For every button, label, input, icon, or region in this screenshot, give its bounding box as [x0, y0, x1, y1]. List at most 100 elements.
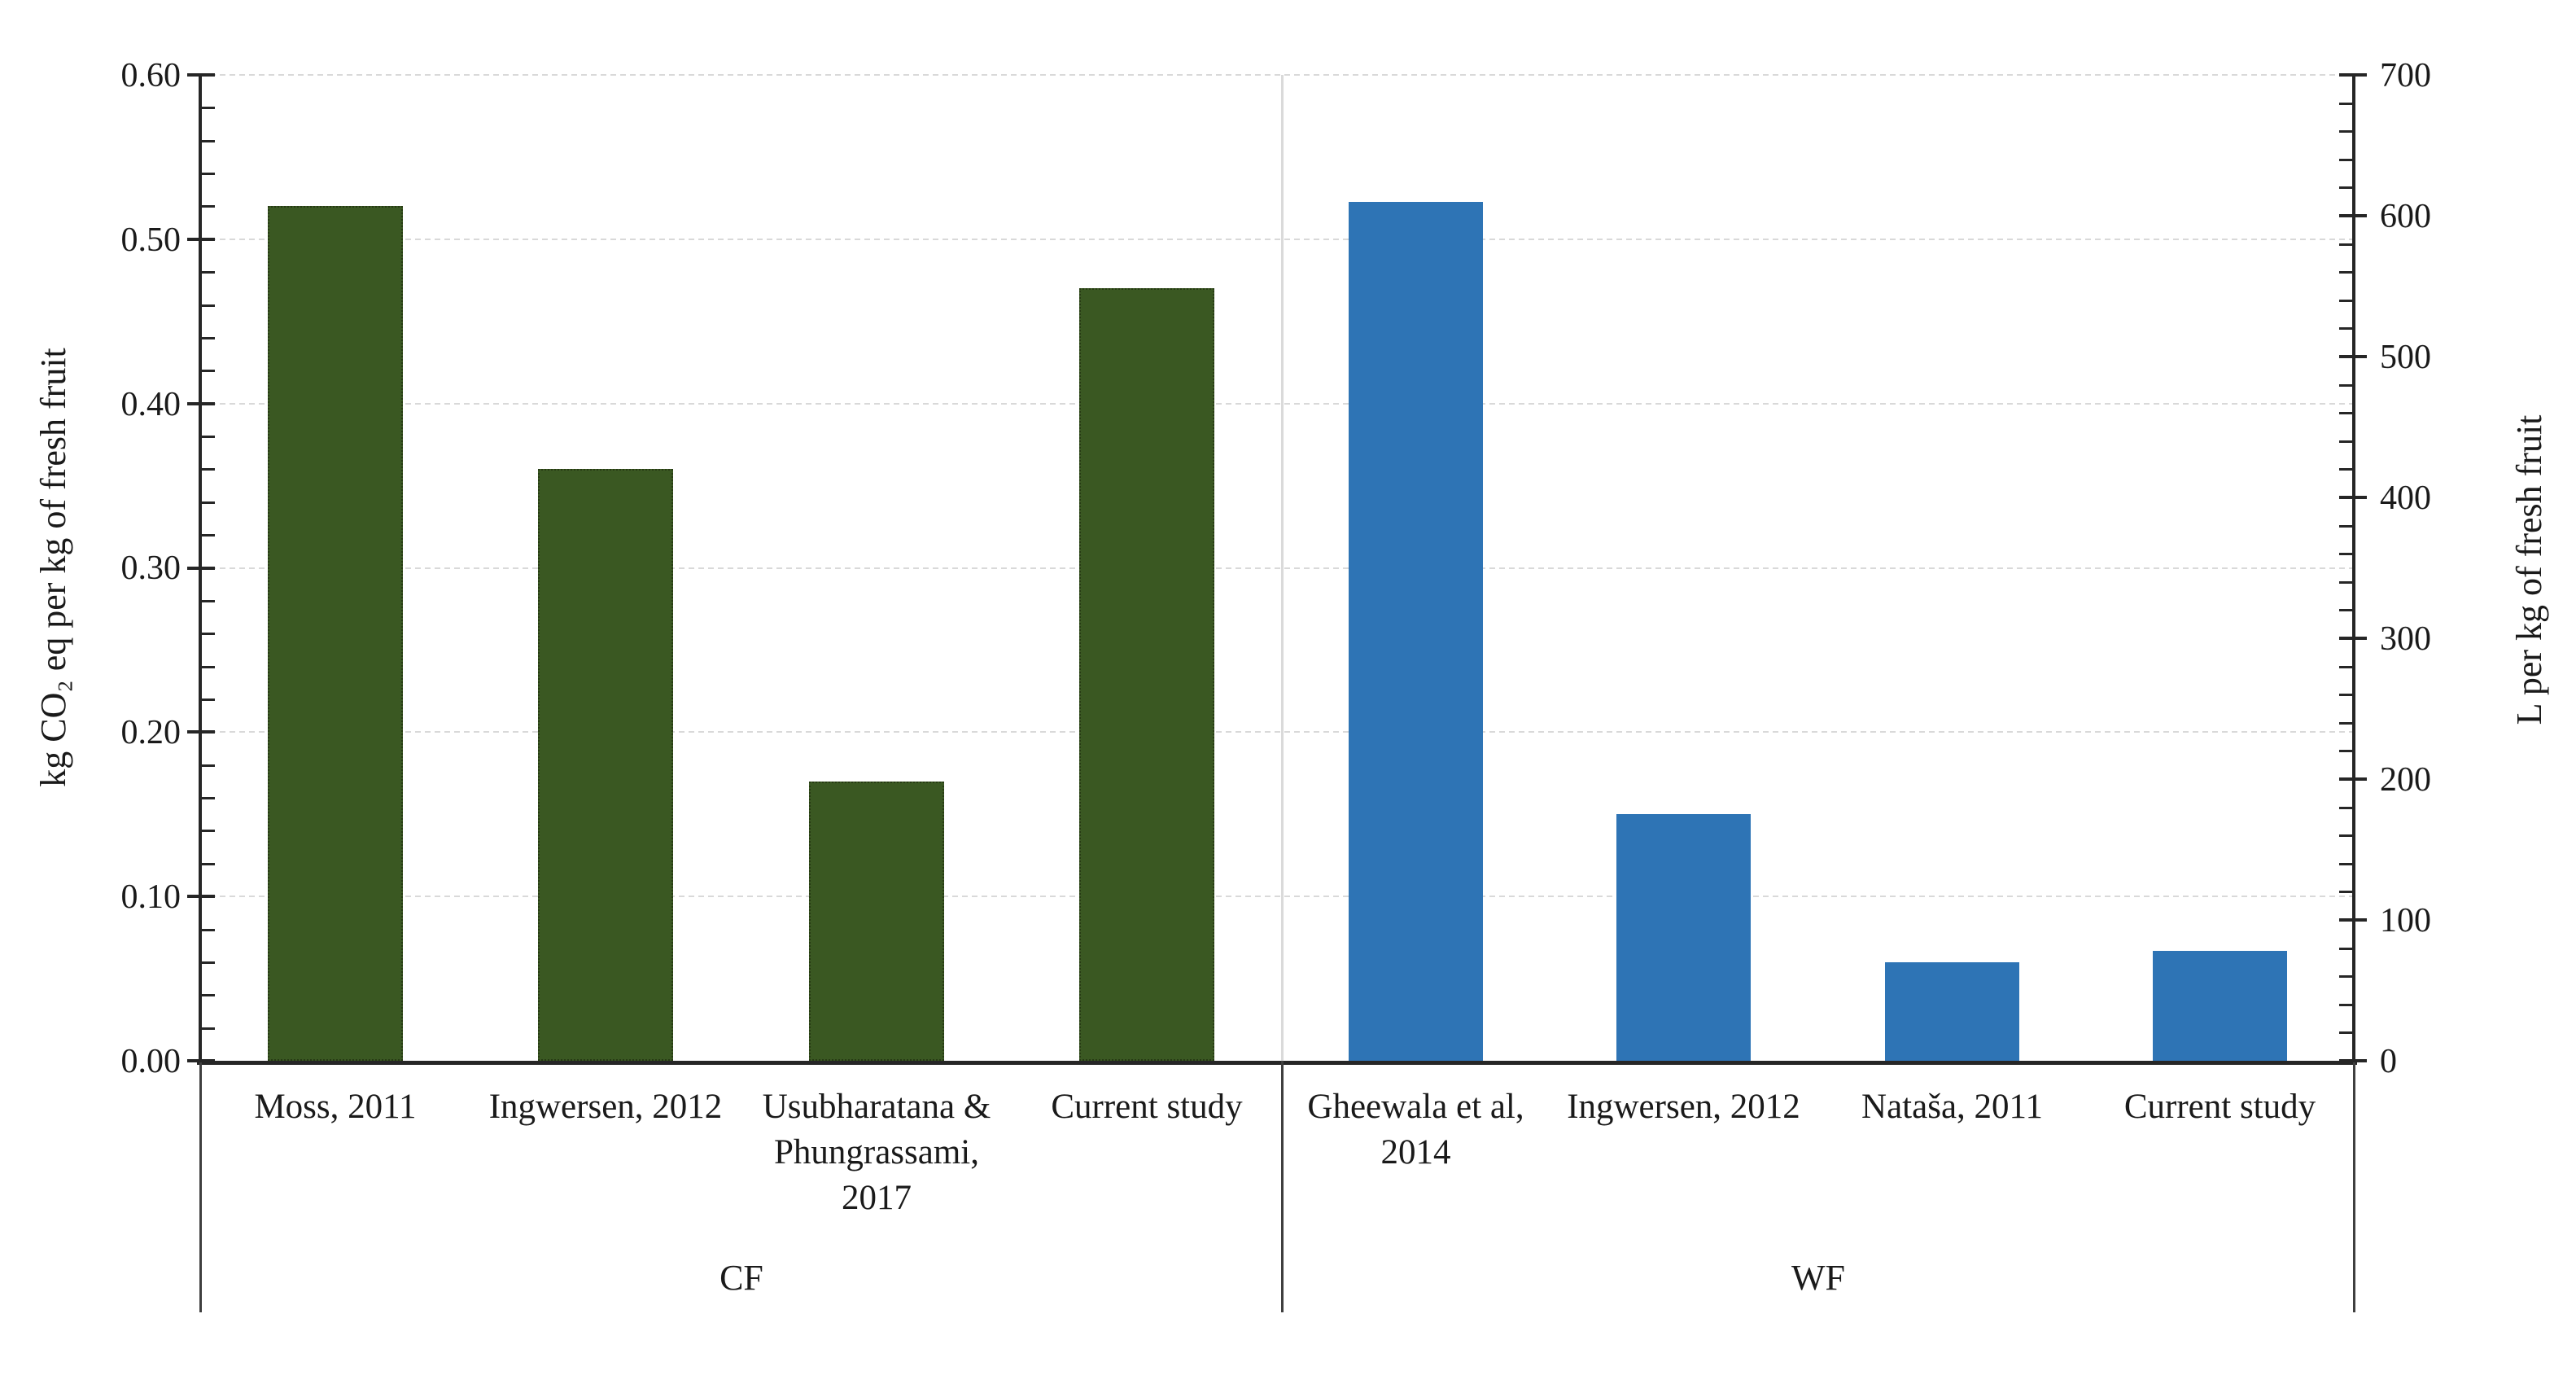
- x-axis-label: Usubharatana & Phungrassami, 2017: [724, 1084, 1030, 1221]
- left-axis-major-tick: [187, 567, 215, 570]
- bar-cf-3: [809, 782, 944, 1061]
- x-axis-label: Current study: [2068, 1084, 2372, 1130]
- right-axis-major-tick: [2339, 496, 2367, 499]
- category-divider-3: [2353, 1061, 2355, 1312]
- right-axis-line: [2352, 75, 2355, 1064]
- right-axis-minor-tick: [2339, 891, 2354, 893]
- category-divider-1: [199, 1061, 202, 1312]
- left-axis-minor-tick: [200, 304, 215, 307]
- left-axis-minor-tick: [200, 633, 215, 635]
- right-axis-tick-label: 200: [2380, 761, 2431, 799]
- left-axis-minor-tick: [200, 468, 215, 471]
- x-axis-label-line: 2017: [842, 1179, 912, 1217]
- x-axis-label-line: Ingwersen, 2012: [1567, 1088, 1800, 1126]
- right-axis-tick-label: 0: [2380, 1043, 2397, 1080]
- left-axis-minor-tick: [200, 830, 215, 832]
- left-axis-minor-tick: [200, 961, 215, 964]
- right-axis-minor-tick: [2339, 1031, 2354, 1034]
- left-axis-minor-tick: [200, 436, 215, 438]
- bar-cf-2: [538, 469, 673, 1061]
- x-axis-label-line: Nataša, 2011: [1861, 1088, 2043, 1126]
- right-axis-minor-tick: [2339, 159, 2354, 161]
- right-axis-minor-tick: [2339, 807, 2354, 809]
- right-axis-major-tick: [2339, 1059, 2367, 1062]
- right-axis-major-tick: [2339, 777, 2367, 781]
- left-axis-minor-tick: [200, 173, 215, 175]
- left-axis-major-tick: [187, 402, 215, 405]
- right-axis-minor-tick: [2339, 1004, 2354, 1006]
- x-axis-label-line: 2014: [1380, 1133, 1451, 1171]
- right-axis-minor-tick: [2339, 103, 2354, 105]
- bar-wf-4: [2153, 951, 2287, 1061]
- gridline: [200, 239, 2354, 240]
- right-axis-minor-tick: [2339, 609, 2354, 611]
- left-axis-minor-tick: [200, 863, 215, 865]
- right-axis-tick-label: 400: [2380, 480, 2431, 517]
- x-axis-label: Gheewala et al, 2014: [1264, 1084, 1568, 1176]
- right-axis-minor-tick: [2339, 186, 2354, 189]
- left-axis-minor-tick: [200, 534, 215, 536]
- x-axis-label-line: Usubharatana &: [762, 1088, 991, 1126]
- group-label-wf: WF: [1791, 1258, 1845, 1298]
- right-axis-major-tick: [2339, 637, 2367, 640]
- bar-wf-1: [1349, 202, 1483, 1061]
- gridline: [200, 403, 2354, 405]
- right-axis-minor-tick: [2339, 948, 2354, 950]
- left-axis-tick-label: 0.30: [120, 550, 182, 587]
- gridline: [200, 731, 2354, 733]
- left-axis-minor-tick: [200, 929, 215, 931]
- right-axis-minor-tick: [2339, 834, 2354, 837]
- right-axis-major-tick: [2339, 73, 2367, 77]
- right-axis-minor-tick: [2339, 722, 2354, 725]
- gridline: [200, 896, 2354, 897]
- group-label-cf: CF: [719, 1258, 763, 1298]
- left-axis-minor-tick: [200, 370, 215, 372]
- left-axis-minor-tick: [200, 698, 215, 701]
- left-axis-major-tick: [187, 73, 215, 77]
- category-divider-2: [1281, 1061, 1284, 1312]
- right-axis-minor-tick: [2339, 863, 2354, 865]
- gridline: [200, 567, 2354, 569]
- left-axis-minor-tick: [200, 205, 215, 208]
- left-axis-minor-tick: [200, 764, 215, 767]
- x-axis-label: Ingwersen, 2012: [453, 1084, 759, 1130]
- x-axis-label-line: Ingwersen, 2012: [488, 1088, 723, 1126]
- left-axis-minor-tick: [200, 337, 215, 339]
- right-axis-minor-tick: [2339, 694, 2354, 696]
- right-axis-minor-tick: [2339, 384, 2354, 387]
- x-axis-label-line: Moss, 2011: [254, 1088, 417, 1126]
- right-axis-minor-tick: [2339, 975, 2354, 978]
- gridline: [200, 74, 2354, 76]
- right-axis-tick-label: 100: [2380, 902, 2431, 939]
- right-axis-minor-tick: [2339, 581, 2354, 584]
- right-axis-tick-label: 500: [2380, 339, 2431, 376]
- right-axis-tick-label: 600: [2380, 198, 2431, 235]
- right-axis-tick-label: 300: [2380, 620, 2431, 658]
- x-axis-label-line: Current study: [1051, 1088, 1243, 1126]
- x-axis-line: [197, 1061, 2357, 1065]
- left-axis-tick-label: 0.10: [120, 878, 182, 916]
- x-axis-label-line: Phungrassami,: [773, 1133, 980, 1171]
- bar-cf-4: [1079, 288, 1214, 1061]
- right-axis-tick-label: 700: [2380, 57, 2431, 94]
- left-axis-minor-tick: [200, 666, 215, 668]
- x-axis-label: Nataša, 2011: [1800, 1084, 2104, 1130]
- bar-cf-1: [268, 206, 403, 1061]
- left-axis-minor-tick: [200, 107, 215, 109]
- right-axis-minor-tick: [2339, 300, 2354, 302]
- left-axis-tick-label: 0.40: [120, 386, 182, 423]
- right-axis-minor-tick: [2339, 553, 2354, 555]
- right-axis-minor-tick: [2339, 750, 2354, 752]
- bar-wf-2: [1616, 814, 1751, 1061]
- right-axis-minor-tick: [2339, 440, 2354, 443]
- left-axis-tick-label: 0.20: [120, 714, 182, 751]
- left-axis-minor-tick: [200, 271, 215, 274]
- left-axis-minor-tick: [200, 600, 215, 602]
- x-axis-label: Moss, 2011: [182, 1084, 488, 1130]
- left-axis-tick-label: 0.00: [120, 1043, 182, 1080]
- left-axis-major-tick: [187, 895, 215, 898]
- right-axis-minor-tick: [2339, 468, 2354, 471]
- x-axis-label-line: Current study: [2123, 1088, 2316, 1126]
- x-axis-label-line: Gheewala et al,: [1307, 1088, 1524, 1126]
